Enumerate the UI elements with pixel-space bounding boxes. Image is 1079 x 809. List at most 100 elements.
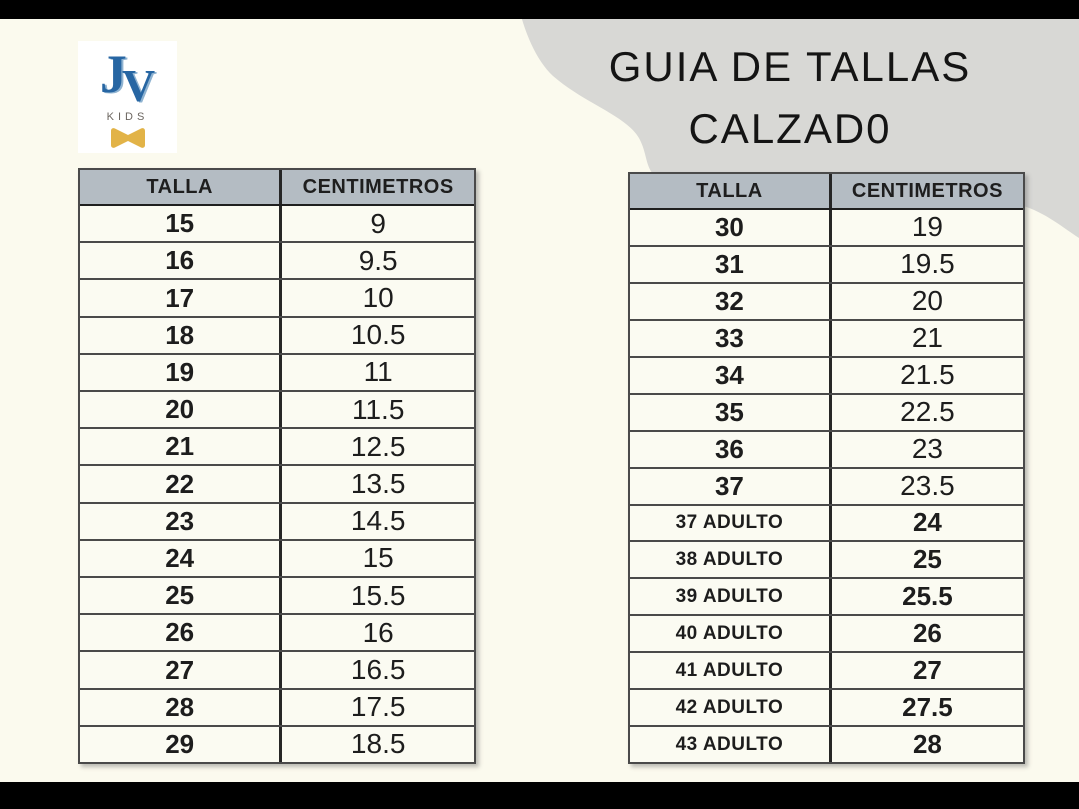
cm-cell: 13.5 xyxy=(350,468,406,500)
logo-text: JV xyxy=(99,44,155,109)
bowtie-icon xyxy=(110,128,145,148)
cm-cell: 16.5 xyxy=(350,654,406,686)
table-body: 30 19 31 19.5 32 20 33 21 34 21.5 35 22.… xyxy=(630,210,1023,763)
table-row: 18 10.5 xyxy=(80,315,474,353)
table-row: 36 23 xyxy=(630,429,1023,467)
cm-cell: 24 xyxy=(912,507,942,538)
cm-cell: 18.5 xyxy=(350,728,406,760)
table-row: 40 ADULTO 26 xyxy=(630,614,1023,652)
cm-cell: 27 xyxy=(912,655,942,686)
table-row: 26 16 xyxy=(80,613,474,651)
cm-cell: 10 xyxy=(362,282,394,313)
table-row: 28 17.5 xyxy=(80,687,474,725)
kids-size-table: TALLA CENTIMETROS 15 9 16 9.5 17 10 18 1… xyxy=(78,168,476,764)
talla-cell: 28 xyxy=(80,689,283,725)
cm-cell: 15 xyxy=(362,542,394,574)
table-row: 15 9 xyxy=(80,206,474,242)
top-letterbox-bar xyxy=(0,0,1079,19)
cm-cell: 12.5 xyxy=(350,430,406,462)
cm-cell: 15.5 xyxy=(350,579,406,611)
talla-cell: 37 xyxy=(630,468,832,504)
header-cell-talla: TALLA xyxy=(80,170,283,204)
cm-cell: 21 xyxy=(911,322,943,354)
header-cell-talla: TALLA xyxy=(630,174,832,208)
table-body: 15 9 16 9.5 17 10 18 10.5 19 11 20 11.5 … xyxy=(80,206,474,763)
talla-cell: 29 xyxy=(80,726,283,763)
table-row: 33 21 xyxy=(630,318,1023,356)
talla-cell: 30 xyxy=(630,210,832,245)
cm-cell: 9.5 xyxy=(358,244,398,276)
table-row: 35 22.5 xyxy=(630,392,1023,430)
talla-cell: 24 xyxy=(80,540,283,577)
talla-cell: 34 xyxy=(630,357,832,393)
table-row: 42 ADULTO 27.5 xyxy=(630,688,1023,726)
table-row: 22 13.5 xyxy=(80,464,474,502)
table-row: 25 15.5 xyxy=(80,576,474,614)
table-header: TALLA CENTIMETROS xyxy=(80,170,474,206)
cm-cell: 20 xyxy=(911,285,943,317)
talla-cell: 35 xyxy=(630,394,832,430)
table-row: 21 12.5 xyxy=(80,427,474,465)
talla-cell: 41 ADULTO xyxy=(630,653,832,689)
cm-cell: 21.5 xyxy=(900,359,955,391)
talla-cell: 37 ADULTO xyxy=(630,505,832,541)
header-cell-centimetros: CENTIMETROS xyxy=(302,175,454,198)
cm-cell: 11 xyxy=(363,356,393,388)
table-row: 30 19 xyxy=(630,210,1023,245)
cm-cell: 19 xyxy=(911,211,943,243)
talla-cell: 17 xyxy=(80,280,283,316)
talla-cell: 19 xyxy=(80,354,283,391)
table-row: 39 ADULTO 25.5 xyxy=(630,577,1023,615)
talla-cell: 27 xyxy=(80,652,283,688)
talla-cell: 16 xyxy=(80,243,283,279)
talla-cell: 25 xyxy=(80,578,283,614)
cm-cell: 22.5 xyxy=(900,396,955,428)
cm-cell: 23.5 xyxy=(900,470,955,502)
title-line-2: CALZAD0 xyxy=(688,105,892,152)
table-row: 37 23.5 xyxy=(630,466,1023,504)
cm-cell: 23 xyxy=(911,433,943,465)
cm-cell: 25 xyxy=(912,544,942,575)
cm-cell: 19.5 xyxy=(900,248,955,280)
cm-cell: 10.5 xyxy=(350,319,406,351)
bottom-letterbox-bar xyxy=(0,782,1079,809)
table-row: 17 10 xyxy=(80,278,474,316)
table-row: 32 20 xyxy=(630,281,1023,319)
logo: JV KIDS xyxy=(78,41,177,153)
talla-cell: 33 xyxy=(630,320,832,356)
table-row: 37 ADULTO 24 xyxy=(630,503,1023,541)
cm-cell: 14.5 xyxy=(350,505,406,537)
talla-cell: 39 ADULTO xyxy=(630,579,832,615)
table-row: 20 11.5 xyxy=(80,390,474,428)
cm-cell: 16 xyxy=(362,616,394,648)
talla-cell: 40 ADULTO xyxy=(630,616,832,652)
table-row: 27 16.5 xyxy=(80,650,474,688)
table-row: 23 14.5 xyxy=(80,501,474,539)
talla-cell: 42 ADULTO xyxy=(630,690,832,726)
table-row: 19 11 xyxy=(80,352,474,391)
talla-cell: 38 ADULTO xyxy=(630,542,832,578)
talla-cell: 22 xyxy=(80,466,283,502)
table-row: 31 19.5 xyxy=(630,244,1023,282)
talla-cell: 23 xyxy=(80,503,283,539)
talla-cell: 36 xyxy=(630,431,832,467)
cm-cell: 17.5 xyxy=(350,691,406,723)
table-row: 24 15 xyxy=(80,538,474,577)
talla-cell: 26 xyxy=(80,615,283,651)
talla-cell: 31 xyxy=(630,246,832,282)
table-row: 34 21.5 xyxy=(630,355,1023,393)
table-header: TALLA CENTIMETROS xyxy=(630,174,1023,210)
cm-cell: 9 xyxy=(370,207,386,239)
table-row: 43 ADULTO 28 xyxy=(630,725,1023,763)
talla-cell: 21 xyxy=(80,429,283,465)
talla-cell: 18 xyxy=(80,317,283,353)
cm-cell: 11.5 xyxy=(351,393,405,425)
talla-cell: 43 ADULTO xyxy=(630,727,832,763)
cm-cell: 28 xyxy=(912,729,942,760)
logo-initial-j: J xyxy=(99,44,127,104)
talla-cell: 32 xyxy=(630,283,832,319)
table-row: 41 ADULTO 27 xyxy=(630,651,1023,689)
page-title: GUIA DE TALLAS CALZAD0 xyxy=(505,36,1075,160)
table-row: 29 18.5 xyxy=(80,724,474,763)
